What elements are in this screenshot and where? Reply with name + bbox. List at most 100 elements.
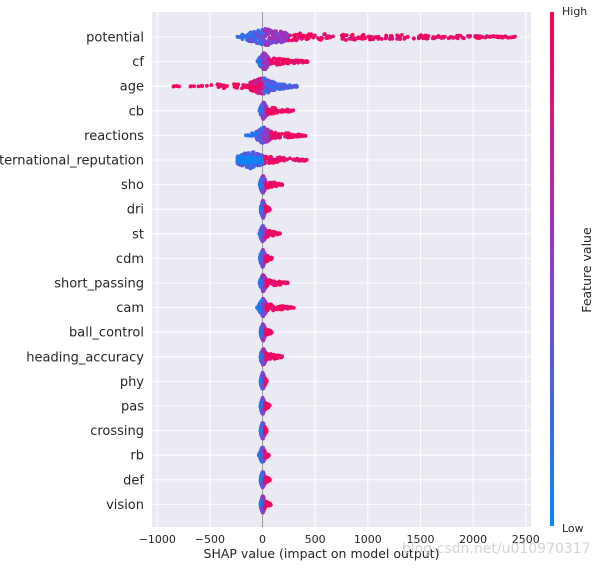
shap-point	[260, 190, 265, 195]
shap-point	[277, 279, 282, 284]
shap-point	[287, 133, 291, 138]
shap-point	[233, 82, 238, 87]
shap-point	[269, 132, 274, 136]
shap-point	[263, 477, 268, 482]
shap-point	[341, 34, 346, 38]
shap-point	[199, 83, 204, 88]
shap-point	[241, 83, 246, 87]
shap-point	[306, 36, 310, 41]
shap-point	[263, 235, 268, 240]
shap-point	[259, 298, 264, 303]
shap-point	[347, 36, 352, 41]
shap-point	[240, 86, 244, 91]
shap-point	[269, 36, 273, 41]
shap-point	[494, 35, 499, 39]
x-tick-label: −500	[195, 533, 225, 546]
shap-point	[280, 304, 285, 308]
shap-point	[263, 379, 268, 384]
shap-point	[245, 133, 250, 138]
shap-point	[263, 382, 267, 387]
shap-point	[260, 103, 265, 108]
shap-point	[235, 34, 240, 39]
shap-point	[273, 136, 278, 140]
shap-point	[260, 396, 265, 401]
shap-point	[344, 33, 349, 37]
shap-point	[430, 36, 435, 41]
shap-point	[263, 453, 268, 458]
shap-point	[395, 36, 400, 41]
shap-point	[234, 85, 239, 90]
shap-point	[268, 502, 273, 506]
shap-point	[485, 34, 490, 39]
shap-point	[277, 354, 282, 359]
shap-point	[468, 34, 473, 38]
shap-point	[270, 136, 275, 141]
shap-point	[272, 35, 277, 40]
feature-label: rb	[130, 449, 144, 464]
shap-point	[262, 56, 267, 61]
shap-point	[499, 34, 504, 39]
shap-point	[258, 280, 263, 285]
shap-point	[283, 132, 288, 137]
shap-point	[272, 231, 277, 236]
feature-label: cf	[132, 55, 144, 70]
shap-point	[273, 130, 278, 135]
shap-point	[455, 33, 459, 38]
shap-point	[257, 152, 262, 157]
shap-point	[264, 304, 269, 308]
shap-point	[246, 38, 251, 43]
shap-point	[282, 85, 287, 89]
shap-point	[269, 111, 274, 116]
shap-point	[261, 135, 266, 140]
shap-point	[265, 61, 269, 66]
shap-point	[419, 33, 423, 38]
shap-point	[251, 150, 256, 155]
shap-point	[240, 160, 244, 165]
shap-point	[259, 177, 264, 182]
shap-point	[263, 53, 268, 58]
shap-point	[236, 82, 241, 87]
shap-point	[196, 84, 201, 89]
shap-point	[258, 428, 263, 433]
shap-point	[174, 84, 179, 88]
shap-point	[289, 59, 294, 63]
shap-point	[258, 405, 263, 409]
feature-label: cam	[116, 301, 144, 316]
shap-point	[363, 36, 368, 41]
shap-point	[266, 403, 271, 408]
shap-point	[300, 158, 304, 163]
shap-point	[356, 35, 361, 40]
feature-label: cb	[129, 104, 144, 119]
shap-point	[288, 156, 292, 161]
colorbar	[550, 12, 554, 526]
shap-point	[300, 134, 305, 138]
shap-point	[265, 327, 269, 332]
shap-point	[268, 330, 272, 335]
shap-point	[383, 36, 388, 41]
feature-label: age	[120, 80, 144, 95]
shap-point	[258, 138, 263, 143]
shap-point	[235, 154, 240, 159]
shap-point	[303, 158, 308, 163]
shap-point	[489, 34, 494, 39]
shap-point	[285, 280, 290, 285]
shap-point	[270, 157, 274, 162]
shap-point	[400, 33, 404, 37]
grid-lines	[152, 12, 531, 527]
shap-point	[266, 27, 270, 32]
shap-point	[281, 35, 286, 39]
shap-point	[281, 108, 286, 113]
feature-label: def	[123, 473, 144, 488]
shap-point	[258, 163, 262, 168]
shap-point	[262, 76, 267, 81]
plot-background	[152, 12, 531, 527]
shap-point	[274, 108, 279, 113]
shap-point	[277, 135, 282, 140]
shap-point	[282, 39, 287, 44]
shap-point	[263, 160, 268, 165]
shap-point	[263, 42, 268, 47]
shap-point	[267, 478, 272, 483]
feature-label: pas	[121, 400, 144, 415]
shap-point	[384, 33, 389, 38]
